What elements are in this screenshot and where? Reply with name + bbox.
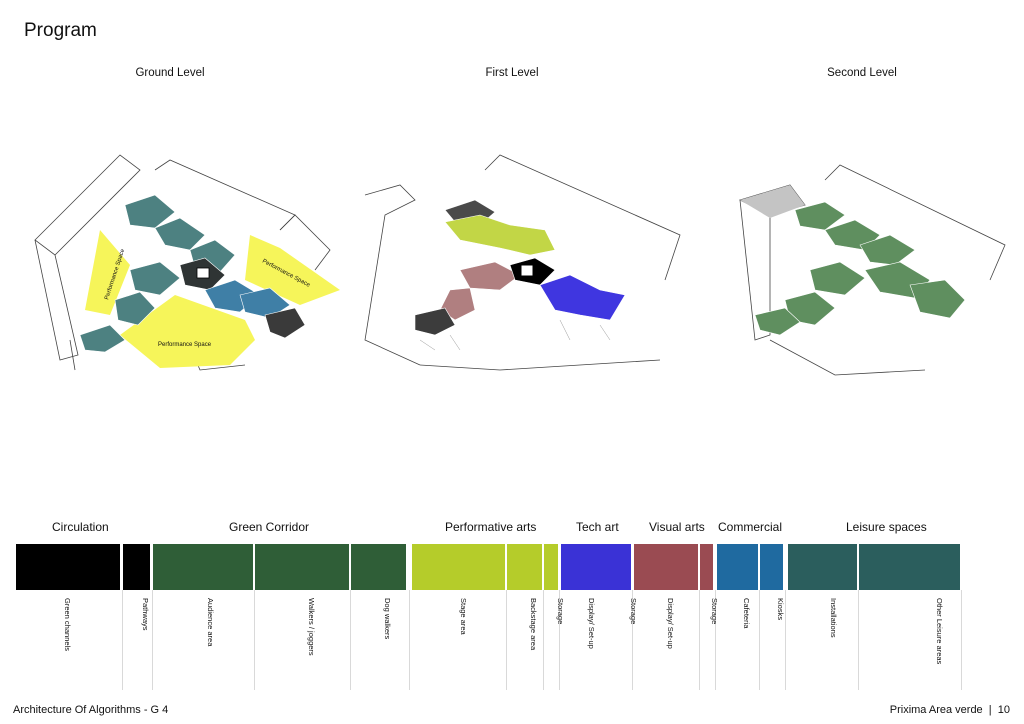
- bar-walkers-joggers: [255, 544, 349, 590]
- divider: [506, 590, 507, 690]
- level-title-second: Second Level: [827, 67, 897, 79]
- divider: [122, 590, 123, 690]
- second-level-plan: [738, 164, 1006, 376]
- bar-audience-area: [153, 544, 253, 590]
- bar-installations: [788, 544, 857, 590]
- item-label-dog-walkers: Dog walkers: [383, 598, 392, 640]
- level-title-first: First Level: [485, 67, 539, 79]
- item-label-visual-display: Display/ Set-up: [666, 598, 675, 649]
- item-label-tech-storage: Storage: [629, 598, 638, 625]
- item-label-walkers-joggers: Walkers / joggers: [307, 598, 316, 656]
- category-title-green-corridor: Green Corridor: [229, 520, 310, 534]
- bar-backstage-area: [507, 544, 542, 590]
- bar-cafeteria: [717, 544, 758, 590]
- level-title-ground: Ground Level: [135, 67, 205, 79]
- ground-level-plan: Performance Space Performance Space Perf…: [34, 154, 340, 371]
- divider: [152, 590, 153, 690]
- bar-kiosks: [760, 544, 783, 590]
- item-label-cafeteria: Cafeteria: [742, 598, 751, 629]
- first-level-plan: [364, 154, 681, 371]
- divider: [409, 590, 410, 690]
- bar-visual-display: [634, 544, 698, 590]
- divider: [715, 590, 716, 690]
- divider: [559, 590, 560, 690]
- bar-pathways: [123, 544, 150, 590]
- item-label-pathways: Pathways: [141, 598, 150, 631]
- divider: [699, 590, 700, 690]
- performance-space-label-c: Performance Space: [158, 342, 212, 348]
- bar-performative-storage: [544, 544, 558, 590]
- divider: [350, 590, 351, 690]
- category-title-visual-arts: Visual arts: [649, 520, 705, 534]
- category-title-commercial: Commercial: [718, 520, 783, 534]
- divider: [759, 590, 760, 690]
- category-title-performative-arts: Performative arts: [445, 520, 537, 534]
- performance-space-a: [85, 230, 130, 315]
- divider: [254, 590, 255, 690]
- category-title-tech-art: Tech art: [576, 520, 619, 534]
- item-label-audience-area: Audience area: [206, 598, 215, 647]
- item-label-installations: Installations: [829, 598, 838, 638]
- item-label-tech-display: Display/ Set-up: [587, 598, 596, 649]
- item-label-stage-area: Stage area: [459, 598, 468, 635]
- item-label-kiosks: Kiosks: [776, 598, 785, 621]
- item-label-visual-storage: Storage: [710, 598, 719, 625]
- bar-stage-area: [412, 544, 505, 590]
- bar-other-leisure: [859, 544, 960, 590]
- item-label-backstage-area: Backstage area: [529, 598, 538, 651]
- bar-visual-storage: [700, 544, 713, 590]
- divider: [961, 590, 962, 690]
- category-title-circulation: Circulation: [52, 520, 109, 534]
- item-label-green-channels: Green channels: [63, 598, 72, 651]
- page-title: Program: [24, 20, 97, 41]
- bar-dog-walkers: [351, 544, 406, 590]
- footer-right: Prixima Area verde | 10: [889, 704, 1010, 716]
- item-label-other-leisure: Other Leisure areas: [935, 598, 944, 665]
- divider: [785, 590, 786, 690]
- bar-green-channels: [16, 544, 120, 590]
- divider: [858, 590, 859, 690]
- category-title-leisure-spaces: Leisure spaces: [846, 520, 927, 534]
- item-label-performative-storage: Storage: [556, 598, 565, 625]
- bar-tech-display: [561, 544, 631, 590]
- footer-left: Architecture Of Algorithms - G 4: [13, 704, 169, 716]
- grey-block: [740, 185, 805, 218]
- performance-space-c: [120, 295, 255, 368]
- divider: [543, 590, 544, 690]
- divider: [632, 590, 633, 690]
- performance-space-b: [245, 235, 340, 305]
